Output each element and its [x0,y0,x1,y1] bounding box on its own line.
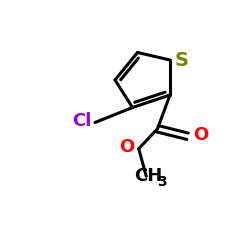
Text: 3: 3 [157,175,166,189]
Text: O: O [119,138,134,156]
Text: CH: CH [134,167,162,185]
Text: S: S [175,50,189,70]
Text: O: O [193,126,208,144]
Text: Cl: Cl [72,112,91,130]
